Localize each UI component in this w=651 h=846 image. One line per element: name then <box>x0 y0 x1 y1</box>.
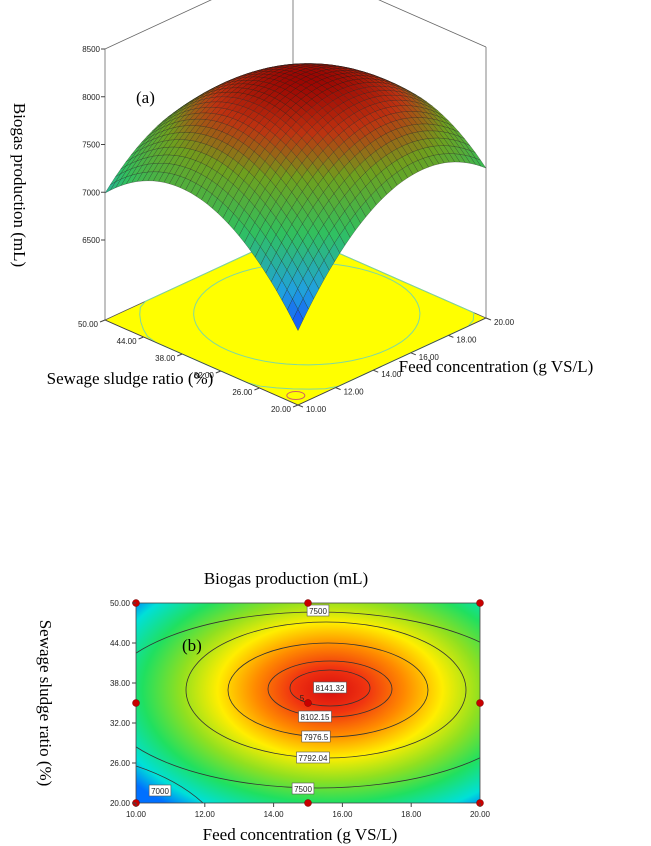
y-tick-label: 38.00 <box>155 354 176 363</box>
x-tick-label: 12.00 <box>344 388 365 397</box>
y-axis-title: Sewage sludge ratio (%) <box>36 620 55 787</box>
x-tick <box>373 369 379 373</box>
x-tick-label: 18.00 <box>456 335 477 344</box>
design-point <box>132 699 140 707</box>
y-tick <box>138 336 144 340</box>
box-edge <box>378 0 487 48</box>
replicate-count: 5 <box>300 694 305 703</box>
y-axis-title: Sewage sludge ratio (%) <box>47 369 214 388</box>
z-tick-label: 8000 <box>82 93 100 102</box>
z-tick-label: 8500 <box>82 45 100 54</box>
panel-label: (b) <box>182 636 202 655</box>
contour-label: 8102.15 <box>301 713 330 722</box>
contour-line <box>136 765 204 803</box>
x-tick-label: 20.00 <box>494 318 515 327</box>
contour-label-box <box>313 681 347 694</box>
chart-title: Biogas production (mL) <box>204 569 368 588</box>
contour-label: 7500 <box>309 607 327 616</box>
y-tick-label: 32.00 <box>110 719 131 728</box>
z-tick-label: 7000 <box>82 188 100 197</box>
x-tick <box>297 404 304 408</box>
y-tick-label: 20.00 <box>110 799 131 808</box>
contour-label: 7500 <box>294 785 312 794</box>
y-tick-label: 32.00 <box>194 371 215 380</box>
panel-b: 7000 7500 7500 7792.04 7976.5 8102.15 8141.32 5… <box>36 569 491 844</box>
x-tick-label: 16.00 <box>332 810 353 819</box>
x-tick <box>448 334 454 338</box>
z-tick-label: 6500 <box>82 236 100 245</box>
y-tick-label: 20.00 <box>271 405 292 414</box>
contour-label-box <box>298 710 332 723</box>
z-tick-label: 7500 <box>82 141 100 150</box>
y-tick <box>177 353 183 357</box>
design-point <box>476 599 484 607</box>
y-tick-label: 44.00 <box>117 337 138 346</box>
y-tick-label: 26.00 <box>232 388 253 397</box>
design-point <box>304 699 312 707</box>
y-tick-label: 50.00 <box>110 599 131 608</box>
x-tick-label: 14.00 <box>381 370 402 379</box>
x-tick <box>410 352 416 356</box>
contour-line <box>289 669 371 707</box>
contour-label: 7000 <box>151 787 169 796</box>
x-tick-label: 12.00 <box>195 810 216 819</box>
contour-label: 8141.32 <box>316 684 345 693</box>
contour-label: 7976.5 <box>304 733 329 742</box>
z-axis-title: Biogas production (mL) <box>10 103 29 267</box>
design-point <box>304 799 312 807</box>
design-point <box>304 599 312 607</box>
design-point <box>476 699 484 707</box>
contour-label-box <box>291 782 315 795</box>
panel-label: (a) <box>136 88 155 107</box>
y-tick-label: 38.00 <box>110 679 131 688</box>
y-tick-label: 50.00 <box>78 320 99 329</box>
y-tick <box>254 387 260 391</box>
floor-contour <box>286 391 306 401</box>
x-axis-title: Feed concentration (g VS/L) <box>203 825 398 844</box>
x-tick-label: 18.00 <box>401 810 422 819</box>
x-tick <box>485 317 492 321</box>
x-tick-label: 10.00 <box>306 405 327 414</box>
y-tick <box>292 404 299 408</box>
x-axis-title: Feed concentration (g VS/L) <box>399 357 594 376</box>
y-tick <box>215 370 221 374</box>
surface-patch <box>292 308 304 331</box>
x-tick-label: 14.00 <box>264 810 285 819</box>
contour-label-box <box>296 751 330 764</box>
y-tick <box>99 319 106 323</box>
contour-label: 7792.04 <box>299 754 328 763</box>
box-edge <box>104 0 212 50</box>
floor-edge <box>104 319 299 406</box>
contour-label-box <box>148 784 172 797</box>
y-tick-label: 26.00 <box>110 759 131 768</box>
contour-label-box <box>306 604 330 617</box>
y-tick-label: 44.00 <box>110 639 131 648</box>
x-tick-label: 10.00 <box>126 810 147 819</box>
contour-label-box <box>301 730 331 743</box>
x-tick-label: 20.00 <box>470 810 491 819</box>
x-tick <box>335 387 341 391</box>
floor-edge <box>297 317 487 406</box>
panel-a: 6500 7000 7500 8000 8500 10.00 12.00 14.00 16.00… <box>10 0 593 414</box>
x-tick-label: 16.00 <box>419 353 440 362</box>
